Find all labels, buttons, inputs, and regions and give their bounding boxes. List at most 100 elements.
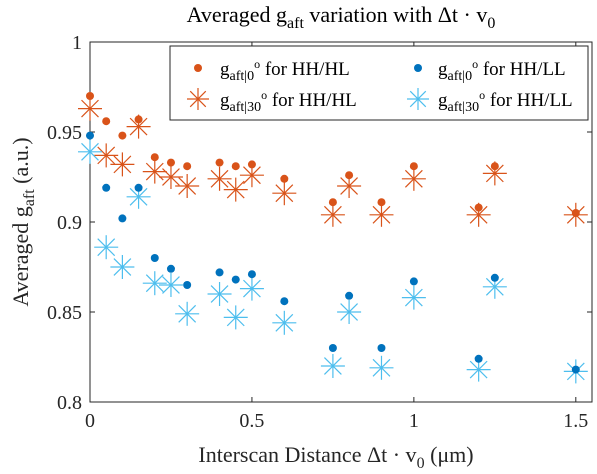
x-axis: 0 0.5 1 1.5	[85, 42, 588, 432]
legend-entry-1: gaft|0o for HH/HL	[194, 57, 350, 84]
data-point	[571, 209, 580, 217]
data-point	[490, 162, 499, 171]
series-2	[86, 131, 580, 374]
legend-marker	[194, 64, 202, 72]
data-point-asterisk	[78, 96, 102, 121]
data-point	[86, 92, 94, 100]
legend-entry-4: gaft|30o for HH/LL	[407, 88, 573, 115]
data-point-asterisk	[337, 300, 362, 324]
data-point-asterisk	[482, 161, 507, 186]
data-point-asterisk	[207, 282, 232, 306]
data-points	[78, 92, 588, 384]
data-point-asterisk	[223, 177, 248, 202]
data-point	[409, 162, 418, 171]
chart-title: Averaged gaft variation with Δt · v0	[187, 2, 496, 32]
data-point-asterisk	[320, 354, 345, 378]
data-point	[118, 214, 127, 223]
data-point	[328, 344, 337, 352]
legend-box	[169, 45, 589, 121]
data-point-asterisk	[272, 310, 297, 335]
data-point-asterisk	[207, 166, 232, 191]
data-point-asterisk	[158, 273, 183, 297]
data-point-asterisk	[466, 202, 491, 227]
data-point	[280, 174, 289, 183]
data-point	[215, 268, 224, 277]
data-point-asterisk	[175, 301, 200, 326]
x-tick-label: 0	[85, 410, 95, 432]
y-tick-label: 0.85	[47, 302, 82, 324]
y-tick-label: 0.8	[57, 392, 82, 414]
data-point	[377, 198, 386, 207]
data-point	[102, 117, 111, 126]
data-point	[231, 162, 240, 171]
data-point-asterisk	[175, 174, 200, 198]
series-1	[86, 92, 580, 217]
data-point	[280, 297, 289, 306]
data-point-asterisk	[401, 166, 426, 191]
data-point	[409, 277, 418, 286]
data-point	[328, 198, 337, 207]
legend-marker	[187, 88, 209, 110]
data-point	[377, 344, 386, 352]
data-point	[150, 254, 159, 262]
data-point	[474, 203, 483, 212]
x-axis-label: Interscan Distance Δt · v0 (μm)	[198, 442, 473, 472]
data-point	[134, 183, 143, 192]
data-point-asterisk	[142, 159, 167, 184]
data-point	[118, 131, 127, 140]
legend-entry-3: gaft|30o for HH/HL	[187, 88, 357, 115]
data-point	[86, 131, 94, 140]
data-point	[490, 273, 499, 282]
legend-entry-2: gaft|0o for HH/LL	[414, 57, 566, 84]
data-point-asterisk	[369, 355, 394, 380]
data-point	[231, 275, 240, 284]
data-point-asterisk	[110, 152, 135, 177]
x-tick-label: 1	[409, 410, 419, 432]
data-point-asterisk	[272, 181, 297, 206]
y-tick-label: 0.9	[57, 212, 82, 234]
data-point	[345, 171, 354, 180]
data-point	[150, 153, 159, 162]
data-point	[345, 291, 354, 300]
data-point	[571, 365, 580, 374]
data-point-asterisk	[239, 276, 264, 301]
data-point	[102, 183, 111, 192]
data-point	[183, 162, 192, 171]
data-point-asterisk	[94, 235, 119, 260]
x-tick-label: 1.5	[563, 410, 588, 432]
data-point	[166, 264, 175, 273]
data-point	[183, 281, 192, 289]
data-point-asterisk	[78, 139, 102, 164]
series-4	[78, 139, 588, 384]
data-point	[166, 158, 175, 167]
data-point-asterisk	[223, 305, 248, 330]
data-point-asterisk	[142, 271, 167, 296]
data-point	[247, 160, 256, 169]
data-point	[134, 115, 143, 124]
legend-label: gaft|0o for HH/HL	[220, 57, 350, 84]
data-point	[474, 354, 483, 363]
y-axis-label: Averaged gaft (a.u.)	[8, 137, 38, 306]
data-point-asterisk	[126, 184, 151, 209]
data-point-asterisk	[320, 202, 345, 227]
data-point-asterisk	[94, 143, 119, 168]
y-axis: 0.8 0.85 0.9 0.95 1	[47, 32, 592, 414]
legend-label: gaft|30o for HH/LL	[438, 88, 573, 115]
y-tick-label: 0.95	[47, 122, 82, 144]
legend-label: gaft|30o for HH/HL	[220, 88, 357, 115]
data-point-asterisk	[337, 174, 362, 198]
data-point-asterisk	[401, 285, 426, 310]
series-3	[78, 96, 588, 227]
legend-marker	[407, 88, 429, 110]
data-point	[247, 270, 256, 279]
legend: gaft|0o for HH/HL gaft|0o for HH/LL gaft|3…	[169, 45, 589, 121]
data-point-asterisk	[369, 202, 394, 227]
y-tick-label: 1	[72, 32, 82, 54]
data-point	[215, 158, 224, 167]
data-point-asterisk	[158, 165, 183, 189]
legend-marker	[414, 64, 422, 72]
x-tick-label: 0.5	[239, 410, 264, 432]
data-point-asterisk	[110, 255, 135, 279]
legend-label: gaft|0o for HH/LL	[438, 57, 566, 84]
